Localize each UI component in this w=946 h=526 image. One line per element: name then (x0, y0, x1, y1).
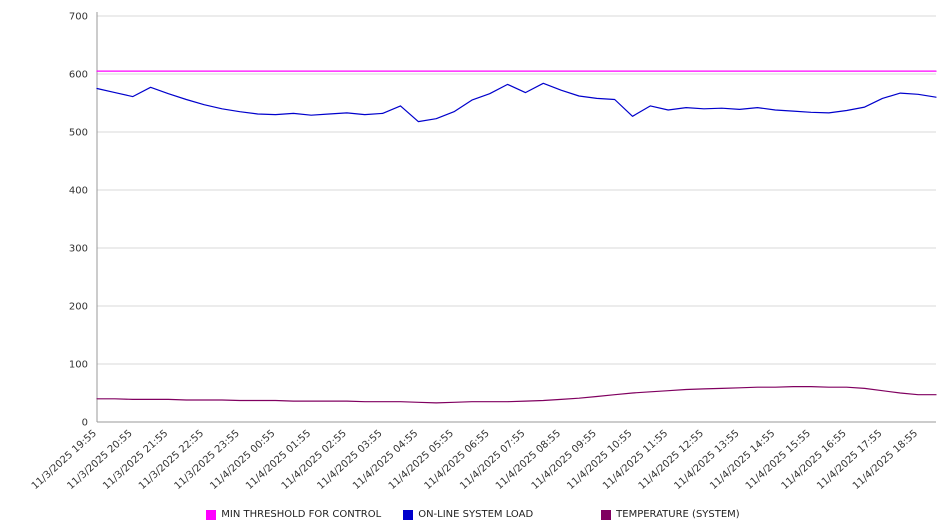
legend-label: TEMPERATURE (SYSTEM) (616, 509, 740, 520)
legend-label: ON-LINE SYSTEM LOAD (418, 509, 534, 520)
y-axis-tick-label: 300 (69, 244, 88, 255)
x-axis-tick-label: 11/4/2025 14:55 (708, 428, 777, 492)
x-axis-tick-label: 11/4/2025 03:55 (315, 428, 384, 492)
x-axis-tick-label: 11/4/2025 11:55 (601, 428, 670, 492)
y-axis-tick-label: 200 (69, 302, 88, 313)
x-axis-tick-label: 11/4/2025 07:55 (458, 428, 527, 492)
x-axis-tick-label: 11/4/2025 02:55 (280, 428, 349, 492)
y-axis-tick-label: 600 (69, 70, 88, 81)
legend-item-min-threshold: MIN THRESHOLD FOR CONTROL (206, 509, 381, 520)
x-axis-tick-label: 11/4/2025 16:55 (780, 428, 849, 492)
temperature-swatch-icon (601, 509, 612, 520)
legend-item-system-load: ON-LINE SYSTEM LOAD (403, 509, 533, 520)
x-axis-tick-label: 11/3/2025 20:55 (65, 428, 134, 492)
x-axis-tick-label: 11/4/2025 05:55 (387, 428, 456, 492)
x-axis-tick-label: 11/4/2025 01:55 (244, 428, 313, 492)
x-axis-tick-label: 11/4/2025 12:55 (637, 428, 706, 492)
x-axis-tick-label: 11/4/2025 09:55 (530, 428, 599, 492)
x-axis-tick-label: 11/4/2025 00:55 (208, 428, 277, 492)
y-axis-tick-label: 400 (69, 186, 88, 197)
x-axis-tick-label: 11/4/2025 06:55 (422, 428, 491, 492)
y-axis-tick-label: 500 (69, 128, 88, 139)
x-axis-tick-label: 11/3/2025 22:55 (137, 428, 206, 492)
x-axis-tick-label: 11/4/2025 13:55 (672, 428, 741, 492)
series-line (96, 386, 937, 404)
x-axis-tick-label: 11/4/2025 17:55 (815, 428, 884, 492)
series-line (96, 82, 937, 123)
y-axis-tick-label: 0 (82, 418, 88, 429)
legend-label: MIN THRESHOLD FOR CONTROL (221, 509, 382, 520)
x-axis-tick-label: 11/4/2025 10:55 (565, 428, 634, 492)
chart-legend: MIN THRESHOLD FOR CONTROL ON-LINE SYSTEM… (0, 509, 946, 520)
x-axis-tick-label: 11/3/2025 23:55 (173, 428, 242, 492)
x-axis-tick-label: 11/3/2025 19:55 (30, 428, 99, 492)
min-threshold-swatch-icon (206, 509, 217, 520)
x-axis-tick-label: 11/4/2025 18:55 (851, 428, 920, 492)
y-axis-tick-label: 100 (69, 360, 88, 371)
x-axis-tick-label: 11/4/2025 15:55 (744, 428, 813, 492)
y-axis-tick-label: 700 (69, 12, 88, 23)
legend-item-temperature: TEMPERATURE (SYSTEM) (601, 509, 740, 520)
x-axis-tick-label: 11/3/2025 21:55 (101, 428, 170, 492)
x-axis-tick-label: 11/4/2025 04:55 (351, 428, 420, 492)
x-axis-tick-label: 11/4/2025 08:55 (494, 428, 563, 492)
system-load-swatch-icon (403, 509, 414, 520)
